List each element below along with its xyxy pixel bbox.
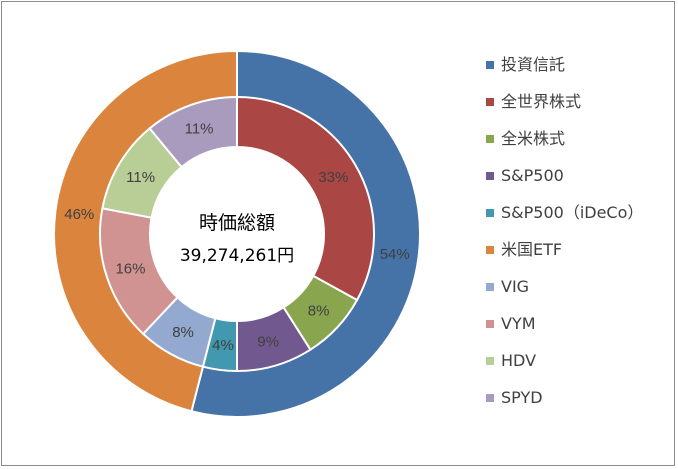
legend-item: 投資信託	[486, 52, 676, 89]
legend-item: S&P500（iDeCo）	[486, 200, 676, 237]
inner-slice-label-7: 11%	[126, 169, 155, 186]
legend-swatch	[486, 246, 494, 254]
legend-label: 投資信託	[501, 55, 566, 74]
legend-label: S&P500	[501, 166, 564, 185]
center-title: 時価総額	[199, 212, 275, 234]
inner-slice-label-4: 4%	[212, 337, 234, 354]
inner-slice-label-8: 11%	[185, 121, 214, 138]
legend-swatch	[486, 320, 494, 328]
legend-swatch	[486, 172, 494, 180]
inner-slice-8	[148, 95, 238, 169]
legend-label: VYM	[501, 314, 536, 333]
legend-swatch	[486, 98, 494, 106]
legend-swatch	[486, 283, 494, 291]
slice-labels: 54% 46% 33% 8% 9% 4% 8% 16% 11% 11%	[64, 121, 410, 354]
legend-item: 全世界株式	[486, 89, 676, 126]
legend-swatch	[486, 209, 494, 217]
legend-item: 全米株式	[486, 126, 676, 163]
legend-swatch	[486, 394, 494, 402]
legend: 投資信託全世界株式全米株式 S&P500 S&P500（iDeCo） 米国ETF VIG…	[486, 52, 676, 422]
outer-slice-label-1: 54%	[380, 246, 410, 263]
legend-label: 米国ETF	[501, 240, 563, 259]
inner-slice-label-5: 8%	[172, 324, 194, 341]
inner-slice-1	[236, 95, 375, 302]
inner-slice-label-1: 33%	[318, 169, 348, 186]
legend-label: HDV	[501, 351, 537, 370]
legend-label: 全米株式	[501, 129, 566, 148]
outer-slice-label-2: 46%	[64, 206, 94, 223]
legend-label: VIG	[501, 277, 530, 296]
legend-item: HDV	[486, 348, 676, 385]
legend-swatch	[486, 61, 494, 69]
inner-slice-label-6: 16%	[115, 261, 145, 278]
inner-slice-label-3: 9%	[257, 334, 279, 351]
legend-label: S&P500（iDeCo）	[501, 203, 644, 222]
legend-item: VIG	[486, 274, 676, 311]
legend-item: VYM	[486, 311, 676, 348]
legend-item: 米国ETF	[486, 237, 676, 274]
inner-ring	[99, 95, 375, 373]
legend-item: SPYD	[486, 385, 676, 422]
legend-label: SPYD	[501, 388, 543, 407]
legend-item: S&P500	[486, 163, 676, 200]
center-value: 39,274,261円	[180, 246, 294, 266]
legend-swatch	[486, 135, 494, 143]
legend-swatch	[486, 357, 494, 365]
inner-slice-label-2: 8%	[308, 303, 330, 320]
legend-label: 全世界株式	[501, 92, 582, 111]
